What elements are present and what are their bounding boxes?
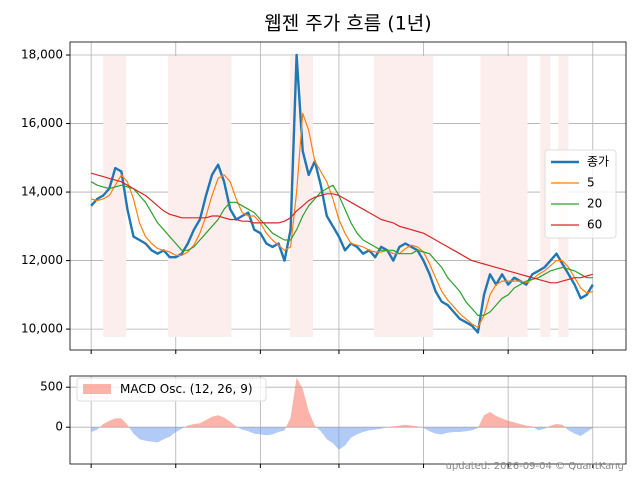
y-tick-label: 10,000 (21, 322, 63, 336)
y-tick-label: 14,000 (21, 185, 63, 199)
series-line (91, 172, 593, 284)
shaded-span (103, 56, 127, 337)
legend-label: 5 (587, 176, 595, 190)
legend-box (544, 149, 617, 239)
series-line (90, 181, 593, 316)
chart-title: 웹젠 주가 흐름 (1년) (264, 13, 431, 35)
y-tick-label: 500 (40, 380, 63, 394)
shaded-span (167, 56, 232, 337)
series-line (90, 53, 594, 334)
legend-swatch (83, 384, 111, 394)
legend-label: 종가 (587, 155, 609, 169)
plot-frame (69, 41, 627, 351)
shaded-span (289, 56, 313, 337)
legend-label: 20 (587, 197, 602, 211)
y-tick-label: 0 (55, 420, 63, 434)
legend-label: MACD Osc. (12, 26, 9) (120, 382, 253, 396)
shaded-span (373, 56, 434, 337)
series-line (91, 112, 593, 328)
y-tick-label: 16,000 (21, 116, 63, 130)
plot-frame (69, 375, 627, 465)
osc-area-negative (91, 427, 593, 450)
y-tick-label: 12,000 (21, 253, 63, 267)
legend-box (76, 377, 267, 402)
footer: updated: 2026-09-04 © QuantKang (446, 461, 624, 472)
shaded-span (480, 56, 528, 337)
y-tick-label: 18,000 (21, 48, 63, 62)
legend-label: 60 (587, 218, 602, 232)
